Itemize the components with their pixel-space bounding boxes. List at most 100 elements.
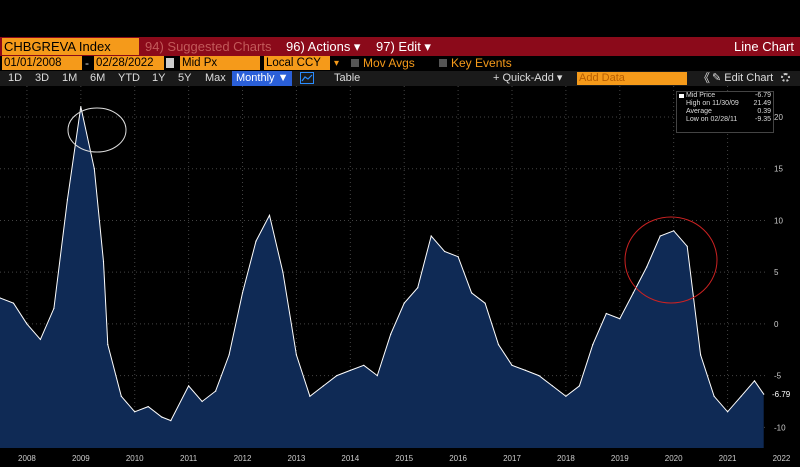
end-date-field[interactable]: 02/28/2022 [94,56,164,70]
period-max[interactable]: Max [205,72,226,84]
key-events-label: Key Events [451,56,512,70]
quick-add-button[interactable]: + Quick-Add ▾ [493,72,563,84]
edit-menu[interactable]: 97) Edit ▾ [376,39,431,54]
x-tick-label: 2022 [773,454,791,463]
data-point [511,364,513,366]
frequency-select[interactable]: Monthly ▼ [232,71,293,86]
data-point [430,235,432,237]
add-data-input[interactable]: Add Data [577,72,687,85]
period-1d[interactable]: 1D [8,72,23,84]
legend-key: Mid Price [686,92,716,99]
data-point [170,420,172,422]
series-area [0,106,764,448]
data-point [753,380,756,382]
data-point [255,240,257,242]
x-tick-label: 2014 [341,454,359,463]
legend-value: 21.49 [753,100,771,107]
period-ytd[interactable]: YTD [118,72,140,84]
x-tick-label: 2020 [665,454,683,463]
data-point [282,271,284,273]
y-tick-label: 0 [774,320,779,329]
data-point [102,261,105,263]
legend-row-average: Average 0.39 [677,108,773,116]
data-point [188,385,190,387]
data-point [538,375,540,377]
x-tick-label: 2018 [557,454,575,463]
data-point [134,411,136,413]
data-point [107,344,109,346]
y-tick-label: -10 [774,423,786,432]
key-events-checkbox[interactable] [439,59,447,67]
mov-avgs-checkbox[interactable] [351,59,359,67]
x-tick-label: 2021 [719,454,737,463]
table-button[interactable]: Table [334,72,361,84]
data-point [295,354,297,356]
annotation-circle-peak-2020 [624,216,718,304]
line-chart-icon[interactable] [300,72,314,84]
data-point [727,411,729,413]
period-1m[interactable]: 1M [62,72,78,84]
ticker-field[interactable]: CHBGREVA Index [2,38,139,55]
data-point [26,323,28,325]
data-point [161,416,163,418]
actions-menu[interactable]: 96) Actions ▾ [286,39,361,54]
data-point [241,292,244,294]
calendar-icon[interactable] [166,58,174,68]
data-point [215,390,217,392]
period-6m[interactable]: 6M [90,72,106,84]
annotation-circle-peak-2009 [67,107,127,153]
mov-avgs-label: Mov Avgs [363,56,415,70]
settings-gear-icon[interactable] [781,73,790,82]
y-tick-label: 20 [774,113,783,122]
header-bar [0,37,800,56]
edit-chart-button[interactable]: ✎ Edit Chart [712,72,774,84]
x-tick-label: 2010 [126,454,144,463]
data-point [66,199,68,201]
data-point [147,406,149,408]
data-point [740,395,742,397]
data-point [659,235,661,237]
x-tick-label: 2011 [180,454,198,463]
period-3d[interactable]: 3D [35,72,50,84]
data-point [268,214,271,216]
y-tick-label: 10 [774,216,783,225]
data-point [390,333,392,335]
legend-row-low: Low on 02/28/11 -9.35 [677,116,773,124]
data-point [497,344,500,346]
period-1y[interactable]: 1Y [152,72,166,84]
last-value-label: -6.79 [772,390,791,399]
y-tick-label: -5 [774,372,782,381]
data-point [322,385,324,387]
currency-select[interactable]: Local CCY [264,56,330,70]
dropdown-arrow-icon[interactable]: ▾ [334,58,340,69]
data-point [363,364,365,366]
y-tick-label: 5 [774,268,779,277]
data-point [632,292,634,294]
legend-row-high: High on 11/30/09 21.49 [677,100,773,108]
suggested-charts-menu[interactable]: 94) Suggested Charts [145,39,272,54]
data-point [763,393,765,395]
y-tick-label: 15 [774,165,783,174]
data-point [309,395,311,397]
data-point [471,292,473,294]
collapse-icon[interactable]: 《 [698,71,711,85]
data-point [53,307,55,309]
data-point [39,338,42,340]
data-point [646,266,648,268]
data-point [120,395,122,397]
x-tick-label: 2019 [611,454,629,463]
data-point [0,297,1,299]
period-5y[interactable]: 5Y [178,72,192,84]
x-tick-label: 2016 [449,454,467,463]
price-field-select[interactable]: Mid Px [180,56,260,70]
x-tick-label: 2017 [503,454,521,463]
legend-key: Low on 02/28/11 [686,116,738,123]
legend-value: -9.35 [755,116,771,123]
x-tick-label: 2009 [72,454,90,463]
data-point [686,245,688,247]
line-chart: -10 -5 0 5 10 15 20 2008 2009 2010 2011 2012 2013 201… [0,86,798,463]
data-point [349,369,351,371]
start-date-field[interactable]: 01/01/2008 [2,56,82,70]
last-value-tag [770,389,798,400]
data-point [376,375,378,377]
